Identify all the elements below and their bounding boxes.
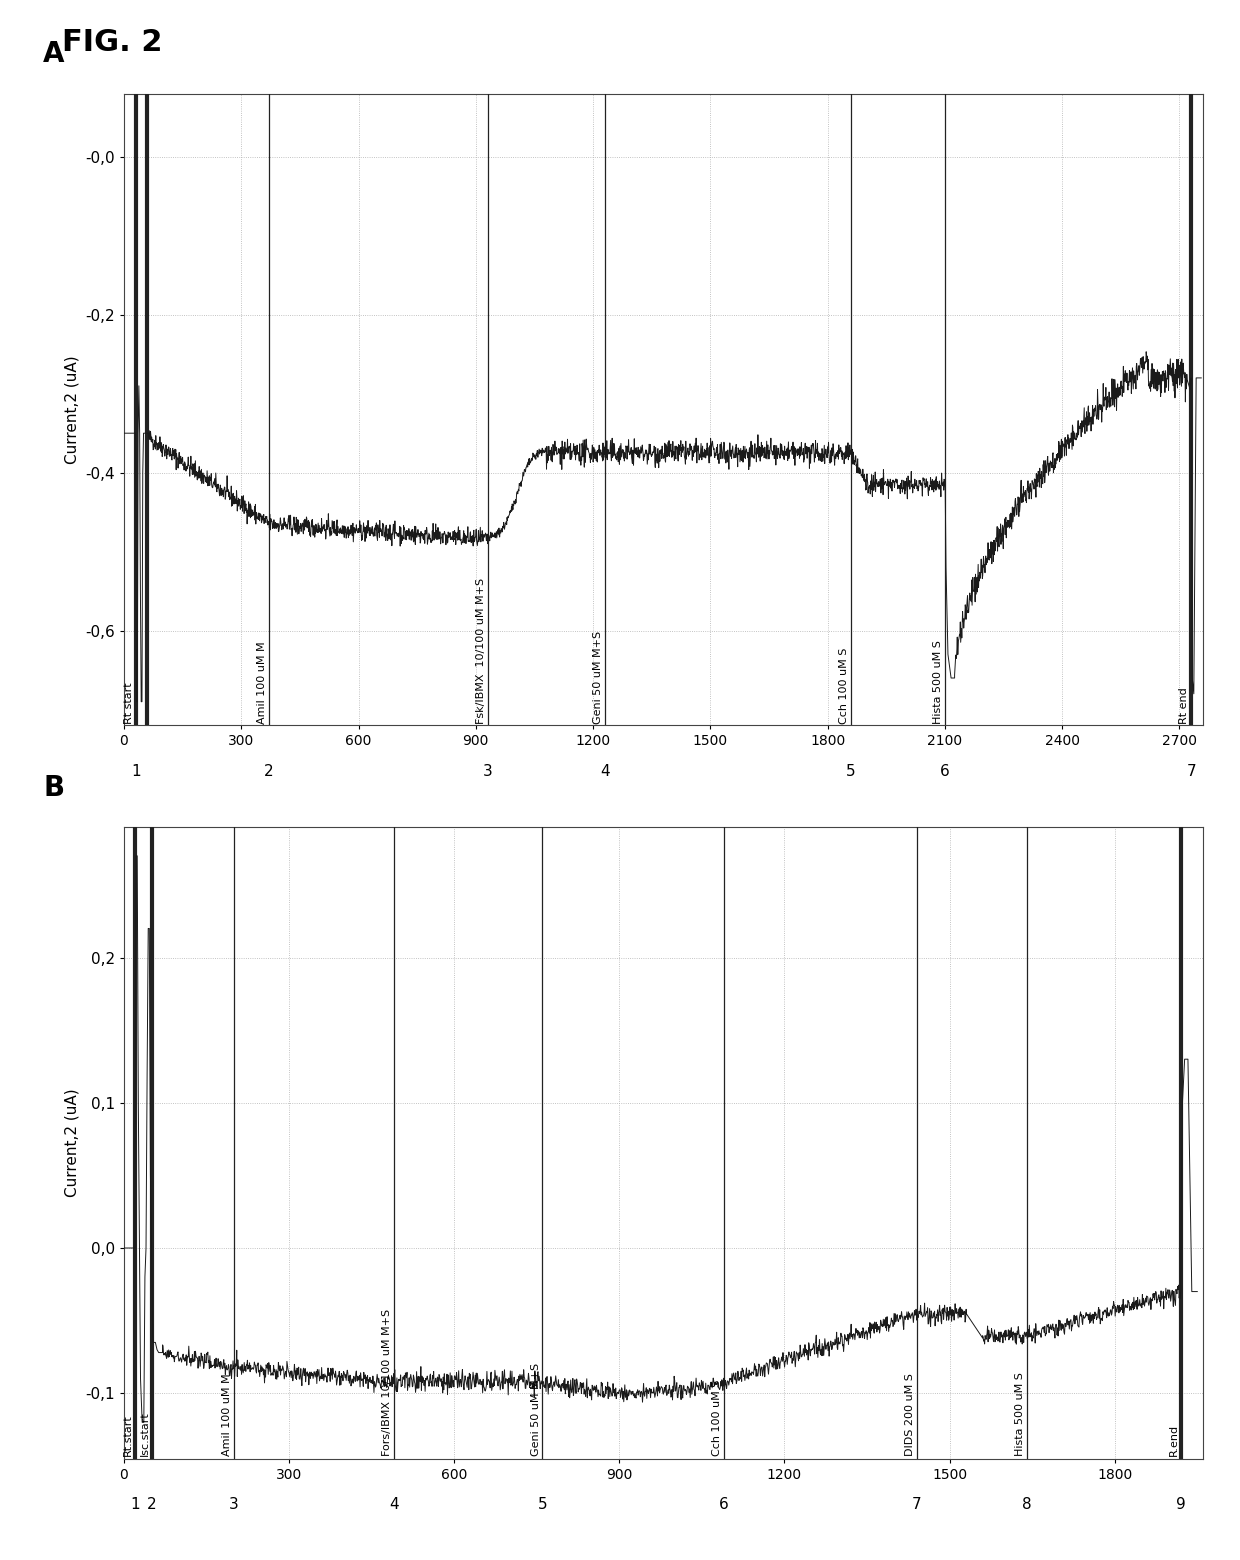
Text: 9: 9 bbox=[1176, 1498, 1185, 1513]
Text: 3: 3 bbox=[229, 1498, 239, 1513]
Text: Fors/IBMX 10/100 uM M+S: Fors/IBMX 10/100 uM M+S bbox=[382, 1309, 392, 1455]
Text: Isc.start: Isc.start bbox=[140, 1410, 150, 1455]
Text: 6: 6 bbox=[940, 764, 950, 780]
Text: Fsk/IBMX  10/100 uM M+S: Fsk/IBMX 10/100 uM M+S bbox=[476, 577, 486, 724]
Text: 2: 2 bbox=[264, 764, 274, 780]
Text: Rt.start: Rt.start bbox=[123, 1413, 134, 1455]
Text: Hista 500 uM S: Hista 500 uM S bbox=[1016, 1371, 1025, 1455]
Text: 5: 5 bbox=[537, 1498, 547, 1513]
Text: Cch 100 uM S: Cch 100 uM S bbox=[712, 1379, 722, 1455]
Text: 1: 1 bbox=[131, 764, 140, 780]
Text: FIG. 2: FIG. 2 bbox=[62, 28, 162, 58]
Text: 8: 8 bbox=[1022, 1498, 1032, 1513]
Text: Geni 50 uM M+S: Geni 50 uM M+S bbox=[593, 630, 603, 724]
Text: A: A bbox=[43, 41, 64, 69]
Text: Hista 500 uM S: Hista 500 uM S bbox=[932, 640, 942, 724]
Y-axis label: Current,2 (uA): Current,2 (uA) bbox=[64, 1089, 79, 1197]
Text: 4: 4 bbox=[389, 1498, 398, 1513]
Text: 7: 7 bbox=[911, 1498, 921, 1513]
Text: B: B bbox=[43, 774, 64, 802]
Text: Geni 50 uM M+S: Geni 50 uM M+S bbox=[531, 1362, 541, 1455]
Text: 3: 3 bbox=[482, 764, 492, 780]
Text: R.end: R.end bbox=[1169, 1424, 1179, 1455]
Text: 5: 5 bbox=[846, 764, 856, 780]
Text: DIDS 200 uM S: DIDS 200 uM S bbox=[905, 1373, 915, 1455]
Text: 4: 4 bbox=[600, 764, 610, 780]
Text: 2: 2 bbox=[146, 1498, 156, 1513]
Text: 1: 1 bbox=[130, 1498, 140, 1513]
Text: 7: 7 bbox=[1187, 764, 1195, 780]
Text: Amil 100 uM M: Amil 100 uM M bbox=[257, 641, 267, 724]
Text: Amil 100 uM M: Amil 100 uM M bbox=[222, 1373, 232, 1455]
Text: Rt start: Rt start bbox=[124, 682, 134, 724]
Text: Rt end: Rt end bbox=[1179, 686, 1189, 724]
Y-axis label: Current,2 (uA): Current,2 (uA) bbox=[64, 356, 79, 463]
Text: Cch 100 uM S: Cch 100 uM S bbox=[839, 647, 849, 724]
Text: 6: 6 bbox=[719, 1498, 729, 1513]
